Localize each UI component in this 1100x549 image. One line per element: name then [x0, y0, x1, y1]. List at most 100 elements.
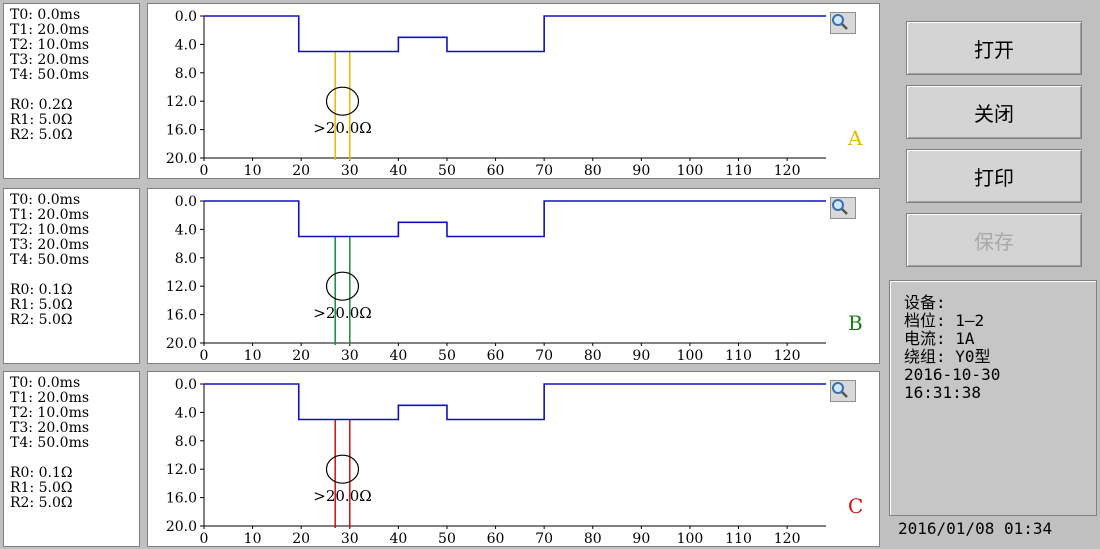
x-tick-label: 40	[389, 163, 407, 179]
y-tick-label: 20.0	[166, 151, 197, 167]
y-tick-label: 8.0	[175, 434, 197, 450]
x-tick-label: 30	[341, 531, 359, 547]
y-tick-label: 0.0	[175, 9, 197, 25]
x-tick-label: 0	[200, 348, 209, 364]
param-t2: T2: 10.0ms	[10, 405, 90, 421]
x-tick-label: 100	[677, 531, 704, 547]
annotation-ellipse	[325, 86, 360, 116]
param-r2: R2: 5.0Ω	[10, 312, 73, 328]
y-tick-label: 8.0	[175, 251, 197, 267]
x-tick-label: 100	[677, 348, 704, 364]
device-info-panel: 设备: 档位: 1—2 电流: 1A 绕组: Y0型 2016-10-30 16…	[889, 280, 1097, 516]
magnifier-icon[interactable]	[830, 12, 856, 34]
close-button[interactable]: 关闭	[906, 85, 1082, 139]
chart-svg: 0.0 4.0 8.0 12.0 16.0 20.00 10 20 30 40 50 60 70 80 90…	[166, 194, 826, 364]
x-tick-label: 20	[292, 163, 310, 179]
param-t3: T3: 20.0ms	[10, 237, 90, 253]
y-tick-label: 8.0	[175, 66, 197, 82]
y-tick-label: 20.0	[166, 519, 197, 535]
x-tick-label: 0	[200, 163, 209, 179]
x-tick-label: 30	[341, 163, 359, 179]
annotation-ellipse	[325, 454, 360, 484]
phase-label: B	[848, 311, 863, 335]
x-tick-label: 90	[632, 531, 650, 547]
magnifier-icon[interactable]	[830, 197, 856, 219]
y-tick-label: 4.0	[175, 222, 197, 238]
x-tick-label: 20	[292, 531, 310, 547]
chart-svg: 0.0 4.0 8.0 12.0 16.0 20.00 10 20 30 40 50 60 70 80 90…	[166, 9, 826, 179]
x-tick-label: 60	[487, 163, 505, 179]
x-tick-label: 80	[584, 531, 602, 547]
x-tick-label: 120	[774, 163, 801, 179]
y-tick-label: 12.0	[166, 462, 197, 478]
param-t1: T1: 20.0ms	[10, 22, 90, 38]
x-tick-label: 40	[389, 348, 407, 364]
info-current: 电流: 1A	[904, 329, 975, 348]
series-line	[204, 383, 826, 421]
y-tick-label: 16.0	[166, 491, 197, 507]
annotation-label: >20.0Ω	[313, 487, 371, 505]
params-box: T0: 0.0ms T1: 20.0ms T2: 10.0ms T3: 20.0…	[3, 3, 140, 179]
series-line	[204, 15, 826, 53]
phase-panel-a: T0: 0.0ms T1: 20.0ms T2: 10.0ms T3: 20.0…	[0, 0, 880, 180]
info-time: 16:31:38	[904, 383, 982, 402]
x-tick-label: 110	[725, 531, 752, 547]
param-r0: R0: 0.1Ω	[10, 465, 73, 481]
phase-panel-c: T0: 0.0ms T1: 20.0ms T2: 10.0ms T3: 20.0…	[0, 368, 880, 548]
y-tick-label: 4.0	[175, 37, 197, 53]
param-r0: R0: 0.2Ω	[10, 97, 73, 113]
magnifier-icon[interactable]	[830, 380, 856, 402]
print-button[interactable]: 打印	[906, 149, 1082, 203]
param-t0: T0: 0.0ms	[10, 192, 81, 208]
info-winding: 绕组: Y0型	[904, 347, 991, 366]
system-clock: 2016/01/08 01:34	[898, 519, 1053, 538]
series-line	[204, 200, 826, 238]
x-tick-label: 120	[774, 531, 801, 547]
annotation-ellipse	[325, 271, 360, 301]
param-r1: R1: 5.0Ω	[10, 112, 73, 128]
param-t0: T0: 0.0ms	[10, 375, 81, 391]
x-tick-label: 120	[774, 348, 801, 364]
waveform-chart: 0.0 4.0 8.0 12.0 16.0 20.0 0 10 20 30 40 50 60 70 80 90…	[147, 3, 880, 179]
param-r1: R1: 5.0Ω	[10, 480, 73, 496]
x-tick-label: 40	[389, 531, 407, 547]
annotation-label: >20.0Ω	[313, 304, 371, 322]
x-tick-label: 20	[292, 348, 310, 364]
y-tick-label: 12.0	[166, 94, 197, 110]
x-tick-label: 10	[244, 163, 262, 179]
y-tick-label: 16.0	[166, 123, 197, 139]
info-tap: 档位: 1—2	[904, 311, 985, 330]
param-t2: T2: 10.0ms	[10, 222, 90, 238]
x-tick-label: 10	[244, 348, 262, 364]
param-t3: T3: 20.0ms	[10, 52, 90, 68]
x-tick-label: 70	[535, 531, 553, 547]
y-tick-label: 16.0	[166, 308, 197, 324]
info-date: 2016-10-30	[904, 365, 1001, 384]
open-button[interactable]: 打开	[906, 21, 1082, 75]
x-tick-label: 70	[535, 163, 553, 179]
save-button[interactable]: 保存	[906, 213, 1082, 267]
params-box: T0: 0.0ms T1: 20.0ms T2: 10.0ms T3: 20.0…	[3, 188, 140, 364]
phase-panel-b: T0: 0.0ms T1: 20.0ms T2: 10.0ms T3: 20.0…	[0, 185, 880, 365]
x-tick-label: 50	[438, 163, 456, 179]
y-tick-label: 0.0	[175, 194, 197, 210]
y-tick-label: 20.0	[166, 336, 197, 352]
x-tick-label: 80	[584, 348, 602, 364]
y-tick-label: 12.0	[166, 279, 197, 295]
param-r0: R0: 0.1Ω	[10, 282, 73, 298]
params-box: T0: 0.0ms T1: 20.0ms T2: 10.0ms T3: 20.0…	[3, 371, 140, 547]
phase-label: C	[848, 494, 864, 518]
y-tick-label: 4.0	[175, 405, 197, 421]
x-tick-label: 90	[632, 348, 650, 364]
param-r1: R1: 5.0Ω	[10, 297, 73, 313]
param-t3: T3: 20.0ms	[10, 420, 90, 436]
waveform-chart: 0.0 4.0 8.0 12.0 16.0 20.0 0 10 20 30 40 50 60 70 80 90…	[147, 371, 880, 547]
param-r2: R2: 5.0Ω	[10, 127, 73, 143]
param-t4: T4: 50.0ms	[10, 435, 90, 451]
y-tick-label: 0.0	[175, 377, 197, 393]
info-device: 设备:	[904, 293, 946, 312]
param-t4: T4: 50.0ms	[10, 252, 90, 268]
x-tick-label: 10	[244, 531, 262, 547]
param-t1: T1: 20.0ms	[10, 207, 90, 223]
chart-svg: 0.0 4.0 8.0 12.0 16.0 20.00 10 20 30 40 50 60 70 80 90…	[166, 377, 826, 547]
